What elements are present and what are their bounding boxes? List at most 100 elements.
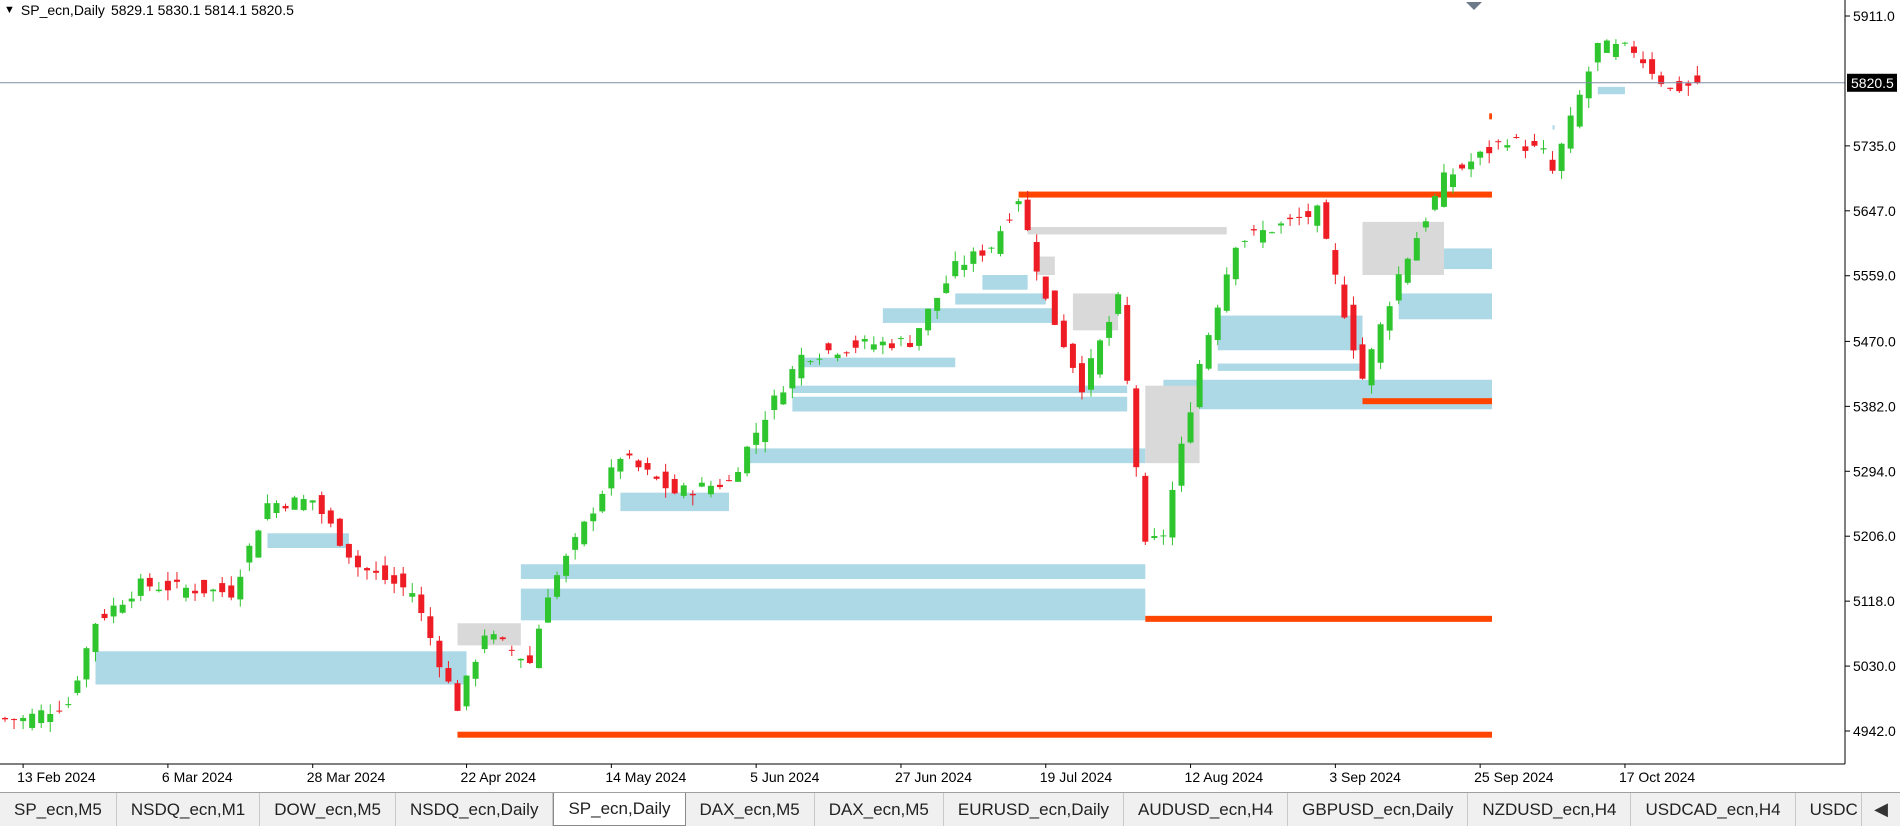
candle-body: [1287, 217, 1294, 220]
last-price-tag: [1847, 73, 1897, 92]
support-zone: [620, 492, 729, 512]
key-level-line[interactable]: [1489, 113, 1492, 120]
candle-body: [1431, 196, 1438, 210]
tab-7[interactable]: EURUSD_ecn,Daily: [944, 793, 1125, 826]
candle-body: [979, 250, 986, 256]
candle-body: [1585, 71, 1592, 99]
tab-6[interactable]: DAX_ecn,M5: [815, 793, 944, 826]
candle-body: [282, 505, 289, 509]
support-zone: [792, 396, 1128, 412]
chart-area[interactable]: 5911.0 5735.0 5647.0 5559.0 5470.0 5382.0 5294…: [0, 0, 1900, 792]
tab-3[interactable]: NSDQ_ecn,Daily: [396, 793, 554, 826]
candle-body: [735, 472, 742, 482]
candle-body: [581, 521, 588, 545]
candle-body: [490, 634, 497, 640]
candle-body: [1332, 250, 1339, 275]
x-tick-label: 28 Mar 2024: [307, 769, 386, 785]
candle-body: [137, 578, 144, 596]
y-tick-label: 5470.0: [1853, 333, 1896, 349]
candle-body: [327, 510, 334, 524]
x-tick-label: 17 Oct 2024: [1619, 769, 1695, 785]
candle-body: [300, 499, 307, 511]
support-zone: [1434, 248, 1492, 270]
candle-body: [1495, 141, 1502, 143]
candle-body: [173, 579, 180, 582]
tab-0[interactable]: SP_ecn,M5: [0, 793, 117, 826]
candle-body: [1133, 388, 1140, 468]
candle-body: [1151, 536, 1158, 538]
candle-body: [1413, 238, 1420, 261]
candle-body: [400, 573, 407, 588]
candle-body: [83, 648, 90, 680]
tab-4[interactable]: SP_ecn,Daily: [553, 793, 686, 826]
support-zone: [1552, 125, 1555, 130]
candle-body: [997, 231, 1004, 254]
candle-body: [110, 605, 117, 617]
candle-body: [29, 713, 36, 728]
collapse-triangle-icon[interactable]: ▼: [4, 4, 15, 16]
tab-11[interactable]: USDCAD_ecn,H4: [1631, 793, 1796, 826]
candle-body: [726, 480, 732, 482]
candle-body: [1603, 40, 1610, 53]
candle-body: [1440, 172, 1447, 207]
candle-body: [961, 264, 968, 270]
candle-body: [1459, 164, 1466, 169]
candle-body: [1368, 349, 1375, 386]
candle-body: [210, 589, 217, 592]
candle-body: [499, 637, 506, 640]
candle-body: [716, 484, 723, 488]
candle-body: [65, 704, 72, 706]
candle-body: [1422, 221, 1429, 228]
candle-body: [1612, 44, 1619, 57]
candle-body: [789, 369, 796, 389]
support-zone: [792, 385, 1128, 394]
tab-9[interactable]: GBPUSD_ecn,Daily: [1288, 793, 1469, 826]
candle-body: [1160, 535, 1167, 537]
candle-body: [1350, 304, 1357, 351]
candle-body: [1314, 205, 1321, 226]
candle-body: [554, 575, 561, 597]
candle-body: [988, 247, 995, 249]
tab-1[interactable]: NSDQ_ecn,M1: [117, 793, 261, 826]
key-level-line[interactable]: [457, 731, 1493, 738]
y-tick-label: 5735.0: [1853, 138, 1896, 154]
candle-body: [843, 352, 850, 354]
candle-body: [273, 503, 280, 513]
chart-shift-marker-icon[interactable]: [1466, 2, 1482, 10]
candle-body: [146, 577, 153, 587]
candle-body: [373, 570, 380, 573]
tab-scroll-left-icon[interactable]: ◀: [1874, 799, 1888, 819]
support-zone: [955, 293, 1046, 305]
x-tick-label: 22 Apr 2024: [461, 769, 537, 785]
price-chart[interactable]: 5911.0 5735.0 5647.0 5559.0 5470.0 5382.0 5294…: [0, 0, 1900, 792]
candle-body: [879, 341, 886, 346]
key-level-line[interactable]: [1145, 615, 1492, 622]
key-level-line[interactable]: [1362, 398, 1493, 405]
tab-10[interactable]: NZDUSD_ecn,H4: [1468, 793, 1632, 826]
candle-body: [1694, 75, 1701, 84]
support-zone: [95, 651, 467, 685]
tab-5[interactable]: DAX_ecn,M5: [686, 793, 815, 826]
candle-body: [1051, 290, 1058, 325]
candle-body: [1223, 274, 1230, 311]
support-zone: [882, 308, 1055, 323]
tab-8[interactable]: AUDUSD_ecn,H4: [1124, 793, 1289, 826]
imbalance-zone: [1036, 256, 1055, 275]
candle-body: [599, 493, 606, 512]
candle-body: [1232, 247, 1239, 280]
key-level-line[interactable]: [1018, 191, 1492, 198]
candle-body: [590, 513, 597, 522]
candle-body: [183, 587, 189, 598]
candle-body: [291, 497, 298, 510]
x-tick-label: 14 May 2024: [605, 769, 686, 785]
candle-body: [1567, 115, 1574, 149]
candle-body: [128, 598, 135, 602]
symbol-label: SP_ecn,Daily: [20, 2, 105, 18]
candle-body: [20, 717, 27, 722]
candle-body: [608, 467, 615, 489]
support-zone: [1217, 315, 1363, 351]
candle-body: [698, 482, 705, 487]
tab-2[interactable]: DOW_ecn,M5: [260, 793, 396, 826]
support-zone: [1597, 86, 1625, 95]
support-zone: [982, 274, 1028, 290]
